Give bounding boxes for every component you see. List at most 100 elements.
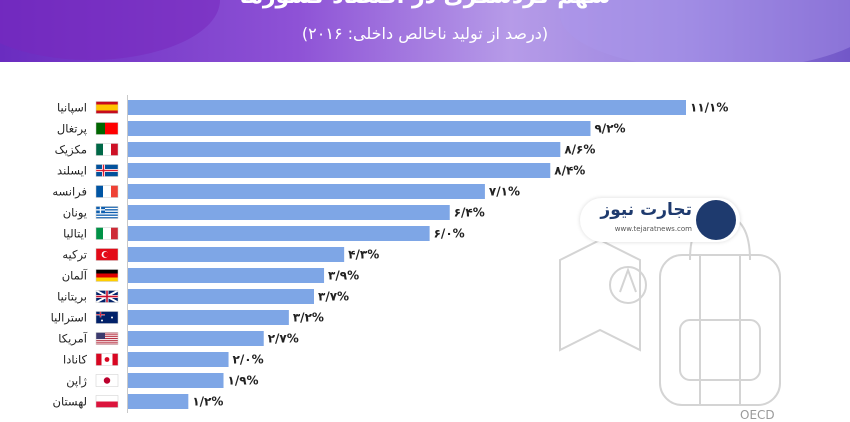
bar-row: آمریکا ۲/۷% [58, 331, 299, 347]
flag-part [96, 332, 105, 339]
category-label: آمریکا [58, 332, 88, 347]
bar [128, 268, 325, 283]
bar [128, 100, 686, 115]
header-banner: سهم گردشگری در اقتصاد کشورها (درصد از تو… [0, 0, 850, 62]
flag-part [103, 227, 111, 240]
flag-part [96, 143, 103, 156]
flag-part [96, 122, 105, 135]
bar-row: ترکیه ۴/۳% [62, 247, 379, 263]
flag-part [96, 215, 118, 218]
category-label: ترکیه [62, 248, 87, 263]
category-label: بریتانیا [57, 290, 87, 305]
bar-row: بریتانیا ۳/۷% [57, 289, 349, 305]
bar [128, 352, 229, 367]
flag-part [96, 207, 118, 210]
value-label: ۱/۲% [192, 395, 223, 409]
bar [128, 184, 485, 199]
flag-part [104, 357, 110, 362]
bar [128, 247, 345, 262]
value-label: ۲/۰% [233, 353, 264, 367]
category-label: پرتغال [57, 122, 87, 137]
flag-part [96, 104, 118, 111]
watermark-url: www.tejaratnews.com [614, 225, 692, 233]
flag-border [95, 248, 119, 261]
flag-part [102, 164, 105, 177]
flag-part [112, 353, 118, 366]
bar [128, 142, 561, 157]
flag-part [96, 338, 118, 339]
flag-part [96, 277, 118, 282]
flag-part [111, 143, 118, 156]
flag-border [95, 227, 119, 240]
category-label: ایتالیا [63, 227, 87, 241]
category-label: لهستان [53, 395, 87, 409]
value-label: ۳/۹% [328, 269, 359, 283]
bar [128, 373, 224, 388]
value-label: ۹/۲% [594, 122, 625, 136]
flag-part [96, 343, 118, 345]
flag-part [111, 316, 113, 319]
bar [128, 205, 450, 220]
flag-border [95, 353, 119, 366]
watermark-logo: تجارت نیوز www.tejaratnews.com [580, 198, 740, 242]
flag-part [96, 269, 118, 274]
backpack-illustration [559, 213, 781, 406]
bar-row: فرانسه ۷/۱% [52, 184, 520, 200]
value-label: ۳/۲% [293, 311, 324, 325]
bar-row: لهستان ۱/۲% [53, 394, 223, 409]
axis-line [127, 95, 128, 413]
flag-part [100, 311, 101, 318]
flag-border [95, 332, 119, 345]
value-label: ۱۱/۱% [690, 101, 728, 115]
bar [128, 226, 430, 241]
bar [128, 121, 591, 136]
bar [128, 310, 289, 325]
flag-part [96, 213, 118, 215]
category-label: مکزیک [55, 143, 87, 158]
flag-border [95, 185, 119, 198]
logo-icon [696, 200, 736, 240]
flag-part [96, 273, 118, 278]
flag-part [96, 395, 118, 402]
chart-title: سهم گردشگری در اقتصاد کشورها [0, 0, 850, 9]
category-label: فرانسه [52, 185, 87, 200]
flag-part [96, 311, 118, 324]
flag-border [95, 122, 119, 135]
flag-border [95, 269, 119, 282]
flag-part [96, 334, 118, 336]
bars-layer: اسپانیا ۱۱/۱% پرتغال ۹/۲% مکزیک ۸/۶% ایسلند ۸/۴… [51, 100, 728, 409]
flag-part [96, 185, 103, 198]
flag-part [96, 169, 118, 172]
flag-border [95, 395, 119, 408]
category-label: ایسلند [57, 164, 87, 178]
value-label: ۶/۴% [454, 206, 485, 220]
bar-row: یونان ۶/۴% [63, 205, 485, 221]
flag-border [95, 290, 119, 303]
category-label: آلمان [62, 269, 88, 283]
flag-part [96, 401, 118, 408]
flag-part [101, 319, 103, 322]
flag-border [95, 374, 119, 387]
flag-part [96, 341, 118, 343]
flag-part [103, 377, 111, 384]
flag-part [106, 290, 108, 303]
value-label: ۴/۳% [348, 248, 379, 262]
bar-row: ایتالیا ۶/۰% [63, 226, 465, 241]
value-label: ۱/۹% [228, 374, 259, 388]
flag-part [103, 185, 111, 198]
flag-part [103, 143, 111, 156]
flag-part [96, 353, 102, 366]
bar-row: کانادا ۲/۰% [63, 352, 264, 367]
header-decoration [560, 0, 850, 62]
flag-part [111, 227, 118, 240]
chart-subtitle: (درصد از تولید ناخالص داخلی: ۲۰۱۶) [301, 24, 549, 43]
flag-part [96, 332, 118, 334]
flag-border [95, 143, 119, 156]
flag-part [96, 339, 118, 341]
value-label: ۸/۶% [564, 143, 595, 157]
flag-border [95, 206, 119, 219]
bar-row: مکزیک ۸/۶% [55, 142, 595, 158]
value-label: ۶/۰% [434, 227, 465, 241]
category-label: اسپانیا [57, 101, 87, 115]
